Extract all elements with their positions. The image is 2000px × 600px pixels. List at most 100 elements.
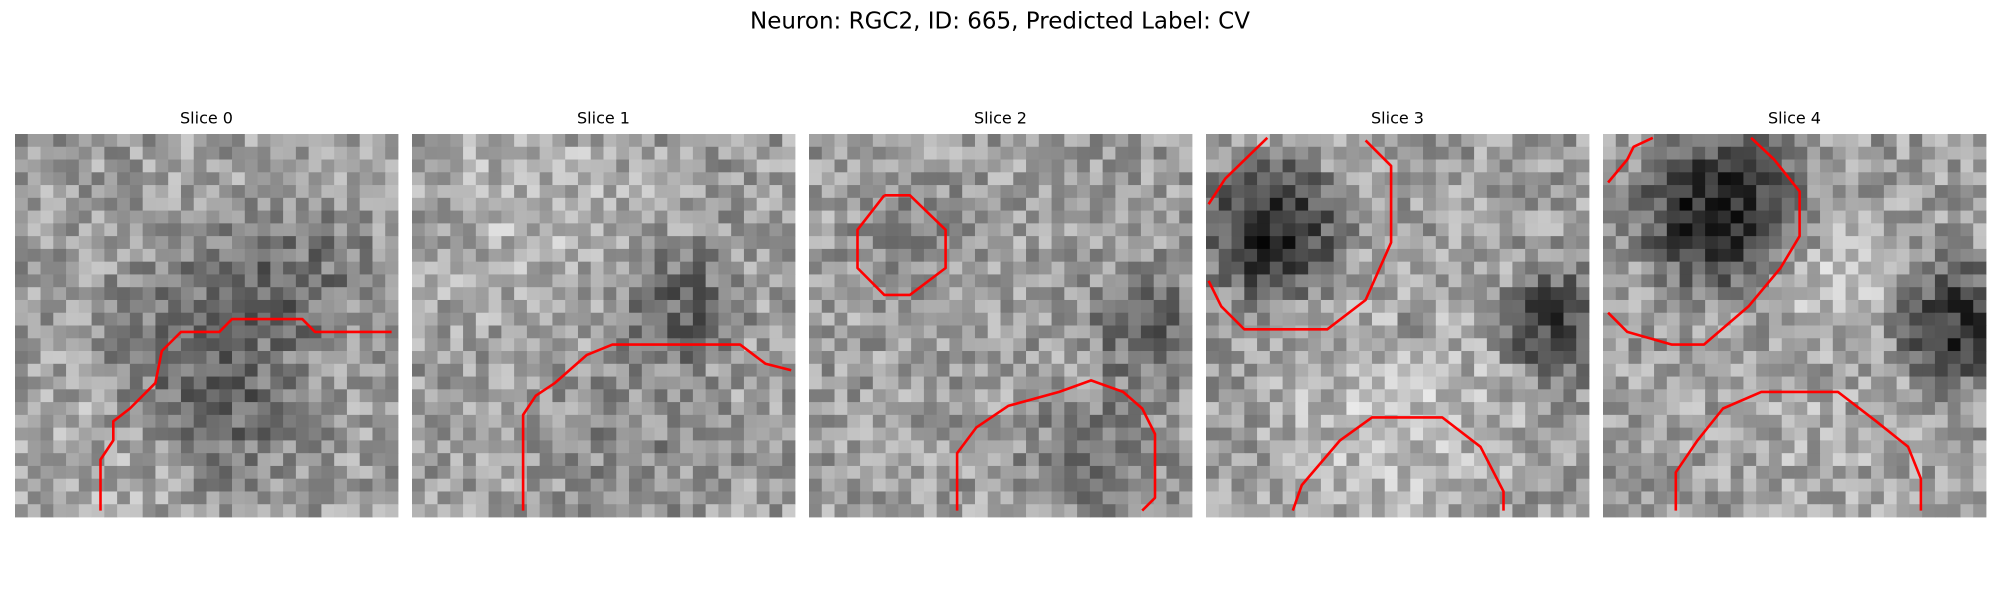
pixel — [155, 261, 169, 275]
pixel — [847, 427, 861, 441]
pixel — [809, 376, 823, 390]
pixel — [1320, 197, 1335, 211]
pixel — [129, 299, 144, 314]
pixel — [1794, 440, 1808, 454]
pixel — [1013, 146, 1027, 160]
pixel — [321, 210, 335, 224]
pixel — [1295, 389, 1309, 403]
pixel — [475, 223, 489, 237]
pixel — [616, 210, 630, 224]
pixel — [1692, 491, 1706, 505]
pixel — [66, 414, 80, 429]
pixel — [1064, 325, 1078, 339]
pixel — [40, 197, 54, 211]
pixel — [372, 236, 386, 250]
pixel — [809, 185, 823, 199]
pixel — [1628, 351, 1642, 365]
pixel — [91, 274, 105, 288]
pixel — [1435, 478, 1449, 492]
pixel — [385, 338, 399, 352]
pixel — [1051, 491, 1065, 505]
pixel — [1730, 453, 1744, 467]
pixel — [1244, 312, 1258, 326]
pixel — [1525, 491, 1539, 505]
pixel — [1692, 197, 1706, 211]
pixel — [244, 491, 258, 505]
pixel — [424, 299, 438, 314]
pixel — [987, 172, 1001, 186]
pixel — [1768, 491, 1783, 505]
pixel — [53, 440, 67, 454]
pixel — [117, 197, 131, 211]
pixel — [743, 414, 758, 429]
pixel — [1179, 478, 1193, 492]
pixel — [1102, 146, 1116, 160]
pixel — [705, 351, 719, 365]
pixel — [1960, 402, 1974, 416]
pixel — [923, 159, 938, 173]
pixel — [526, 338, 541, 352]
pixel — [53, 338, 67, 352]
pixel — [514, 261, 528, 275]
pixel — [1730, 389, 1744, 403]
pixel — [1218, 159, 1232, 173]
pixel — [1333, 299, 1347, 314]
pixel — [911, 478, 925, 492]
pixel — [1922, 172, 1936, 186]
pixel — [539, 134, 553, 148]
pixel — [743, 325, 758, 339]
pixel — [1077, 299, 1091, 314]
pixel — [1730, 185, 1744, 199]
pixel — [1845, 478, 1859, 492]
pixel — [590, 325, 604, 339]
pixel — [1794, 248, 1808, 263]
pixel — [1730, 299, 1744, 314]
pixel — [1858, 261, 1872, 275]
pixel — [1537, 299, 1552, 314]
pixel — [1410, 172, 1424, 186]
pixel — [1654, 261, 1668, 275]
pixel — [1140, 491, 1155, 505]
pixel — [1576, 478, 1590, 492]
pixel — [1153, 491, 1167, 505]
pixel — [616, 389, 630, 403]
pixel — [1257, 376, 1271, 390]
pixel — [974, 248, 989, 263]
pixel — [641, 376, 655, 390]
pixel — [782, 402, 796, 416]
pixel — [193, 197, 207, 211]
pixel — [1000, 312, 1014, 326]
pixel — [1282, 491, 1296, 505]
pixel — [437, 440, 451, 454]
pixel — [1858, 338, 1872, 352]
pixel — [1359, 185, 1373, 199]
pixel — [232, 465, 246, 480]
pixel — [104, 312, 118, 326]
pixel — [463, 440, 477, 454]
pixel — [1218, 312, 1232, 326]
pixel — [1461, 172, 1475, 186]
pixel — [809, 261, 823, 275]
pixel — [936, 325, 950, 339]
pixel — [155, 210, 169, 224]
pixel — [257, 172, 271, 186]
pixel — [1218, 134, 1232, 148]
pixel — [1730, 504, 1744, 518]
pixel — [539, 453, 553, 467]
pixel — [629, 491, 643, 505]
pixel — [1603, 223, 1617, 237]
pixel — [1922, 197, 1936, 211]
pixel — [552, 504, 566, 518]
pixel — [1832, 402, 1846, 416]
pixel — [257, 363, 271, 377]
pixel — [1922, 236, 1936, 250]
pixel — [603, 478, 617, 492]
pixel — [1486, 223, 1501, 237]
pixel — [1000, 363, 1014, 377]
pixel — [1934, 287, 1949, 301]
pixel — [437, 414, 451, 429]
pixel — [1128, 312, 1142, 326]
pixel — [1218, 351, 1232, 365]
pixel — [692, 299, 707, 314]
pixel — [756, 274, 770, 288]
